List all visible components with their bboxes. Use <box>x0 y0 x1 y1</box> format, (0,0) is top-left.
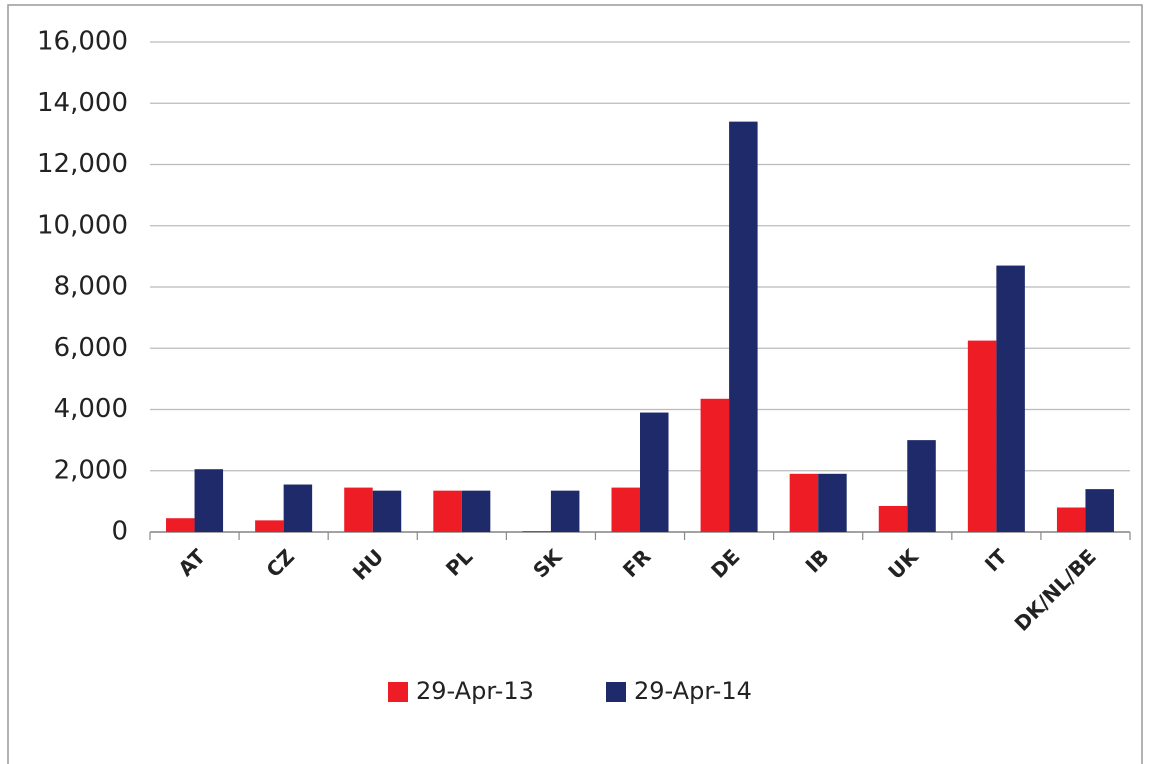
bar <box>996 265 1025 532</box>
bar <box>1085 489 1114 532</box>
bar <box>967 340 997 532</box>
bar <box>640 412 669 532</box>
bar <box>522 531 551 532</box>
bar <box>461 490 491 532</box>
y-tick-label: 4,000 <box>54 394 128 424</box>
bar <box>283 484 313 532</box>
y-tick-label: 12,000 <box>37 149 128 179</box>
bar <box>166 518 195 532</box>
legend-swatch <box>388 682 408 702</box>
bar <box>194 469 224 532</box>
legend-swatch <box>606 682 626 702</box>
chart-frame <box>7 4 1143 764</box>
bar <box>1056 507 1086 532</box>
bar <box>907 440 936 532</box>
bar <box>789 473 819 532</box>
legend-label: 29-Apr-14 <box>634 677 752 705</box>
y-tick-label: 10,000 <box>37 210 128 240</box>
bar <box>372 490 402 532</box>
bar <box>878 505 908 532</box>
y-tick-label: 8,000 <box>54 272 128 302</box>
bar <box>611 487 640 532</box>
bar <box>550 490 580 532</box>
bar <box>818 473 847 532</box>
y-tick-label: 2,000 <box>54 455 128 485</box>
legend-label: 29-Apr-13 <box>416 677 534 705</box>
bar <box>433 490 462 532</box>
y-tick-label: 6,000 <box>54 333 128 363</box>
bar <box>729 121 758 532</box>
y-tick-label: 14,000 <box>37 88 128 118</box>
bar <box>700 398 730 532</box>
y-tick-label: 0 <box>111 517 128 547</box>
bar <box>344 487 373 532</box>
bar <box>255 520 284 532</box>
y-tick-label: 16,000 <box>37 27 128 57</box>
